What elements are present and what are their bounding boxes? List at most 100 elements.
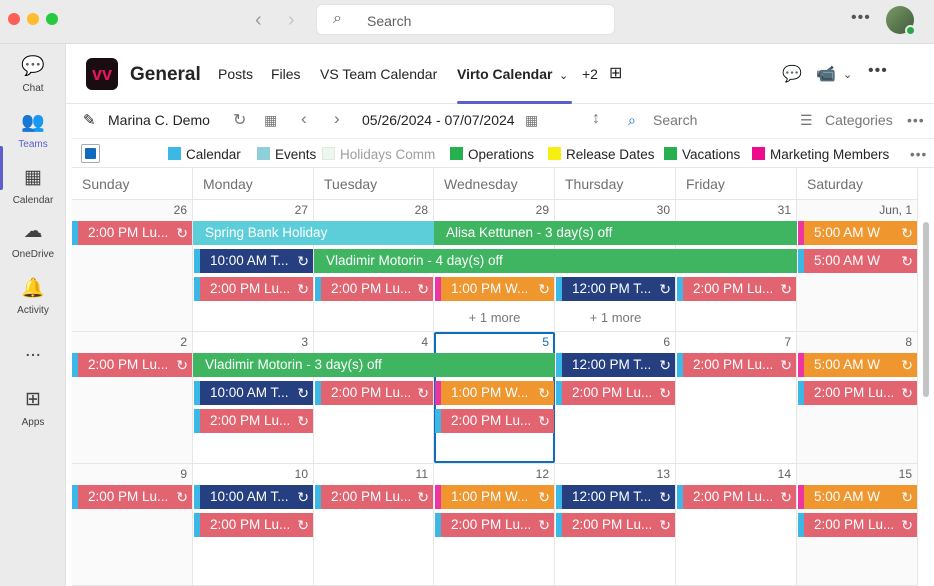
chevron-down-icon[interactable]: ⌄	[843, 69, 853, 81]
event-lunch[interactable]: 2:00 PM Lu... ↻	[677, 277, 796, 301]
event-webinar[interactable]: 1:00 PM W... ↻	[435, 485, 554, 509]
tab-virto-calendar[interactable]: Virto Calendar	[457, 66, 553, 82]
forward-icon[interactable]: ›	[288, 9, 295, 31]
more-options-icon[interactable]: •••	[868, 62, 888, 79]
event-lunch[interactable]: 2:00 PM Lu... ↻	[556, 513, 675, 537]
rail-item-calendar[interactable]: ▦ Calendar	[0, 166, 66, 208]
rail-item-apps[interactable]: ⊞ Apps	[0, 388, 66, 430]
day-cell[interactable]	[72, 200, 193, 332]
day-cell[interactable]	[193, 200, 314, 332]
event-vladimir-motorin-off[interactable]: Vladimir Motorin - 3 day(s) off	[193, 353, 555, 377]
categories-button[interactable]: Categories	[825, 112, 893, 128]
previous-period-icon[interactable]: ‹	[301, 109, 307, 128]
categories-icon[interactable]: ☰	[800, 112, 813, 128]
event-lunch[interactable]: 2:00 PM Lu... ↻	[72, 221, 192, 245]
legend-release-dates[interactable]: Release Dates	[548, 147, 655, 162]
event-lunch[interactable]: 2:00 PM Lu... ↻	[72, 485, 192, 509]
event-lunch[interactable]: 2:00 PM Lu... ↻	[677, 353, 796, 377]
rail-item-more[interactable]: ...	[0, 340, 66, 364]
event-lunch[interactable]: 2:00 PM Lu... ↻	[194, 409, 313, 433]
close-window-button[interactable]	[8, 13, 20, 25]
expand-vertical-icon[interactable]: ↕	[592, 110, 600, 127]
edit-icon[interactable]: ✎	[83, 112, 96, 129]
video-call-icon[interactable]: 📹	[816, 66, 836, 83]
zoom-window-button[interactable]	[46, 13, 58, 25]
event-spring-bank-holiday[interactable]: Spring Bank Holiday	[193, 221, 434, 245]
event-lunch[interactable]: 2:00 PM Lu... ↻	[435, 513, 554, 537]
day-cell[interactable]	[676, 332, 797, 464]
date-picker-icon[interactable]: ▦	[525, 112, 539, 128]
legend-events[interactable]: Events	[257, 147, 316, 162]
legend-calendar[interactable]: Calendar	[168, 147, 241, 162]
chevron-down-icon[interactable]: ⌄	[559, 70, 569, 82]
event-lunch[interactable]: 2:00 PM Lu... ↻	[435, 409, 554, 433]
add-tab-icon[interactable]: ⊞	[609, 65, 623, 82]
rail-item-activity[interactable]: 🔔 Activity	[0, 276, 66, 318]
event-title: 2:00 PM Lu...	[210, 413, 291, 428]
event-team-meeting[interactable]: 10:00 AM T... ↻	[194, 249, 313, 273]
next-period-icon[interactable]: ›	[334, 109, 340, 128]
event-team-meeting[interactable]: 10:00 AM T... ↻	[194, 485, 313, 509]
day-cell[interactable]	[314, 332, 434, 464]
legend-operations[interactable]: Operations	[450, 147, 534, 162]
event-lunch[interactable]: 2:00 PM Lu... ↻	[72, 353, 192, 377]
vertical-scrollbar[interactable]	[923, 222, 929, 397]
refresh-icon[interactable]: ↻	[233, 112, 247, 129]
rail-item-teams[interactable]: 👥 Teams	[0, 110, 66, 152]
event-webinar[interactable]: 5:00 AM W ↻	[798, 485, 917, 509]
more-events-link[interactable]: + 1 more	[468, 310, 521, 325]
event-team-meeting[interactable]: 12:00 PM T... ↻	[556, 485, 675, 509]
tab-posts[interactable]: Posts	[218, 66, 254, 82]
day-cell[interactable]	[555, 332, 676, 464]
select-all-checkbox[interactable]	[81, 144, 100, 163]
search-icon[interactable]: ⌕	[628, 112, 636, 128]
more-events-link[interactable]: + 1 more	[589, 310, 642, 325]
legend-vacations[interactable]: Vacations	[664, 147, 740, 162]
event-lunch[interactable]: 2:00 PM Lu... ↻	[556, 381, 675, 405]
event-lunch[interactable]: 2:00 PM Lu... ↻	[315, 485, 433, 509]
event-webinar[interactable]: 5:00 AM W ↻	[798, 353, 917, 377]
event-lunch[interactable]: 2:00 PM Lu... ↻	[194, 277, 313, 301]
event-webinar[interactable]: 5:00 AM W ↻	[798, 221, 917, 245]
minimize-window-button[interactable]	[27, 13, 39, 25]
event-alisa-kettunen-off[interactable]: Alisa Kettunen - 3 day(s) off	[434, 221, 797, 245]
date-range[interactable]: 05/26/2024 - 07/07/2024	[362, 112, 515, 128]
more-tabs[interactable]: +2	[582, 66, 598, 82]
more-options-icon[interactable]: •••	[910, 147, 928, 162]
day-cell[interactable]	[193, 332, 314, 464]
event-lunch[interactable]: 2:00 PM Lu... ↻	[315, 381, 433, 405]
event-webinar[interactable]: 1:00 PM W... ↻	[435, 277, 554, 301]
event-lunch[interactable]: 2:00 PM Lu... ↻	[194, 513, 313, 537]
event-vladimir-motorin-off[interactable]: Vladimir Motorin - 4 day(s) off	[314, 249, 797, 273]
legend-holidays-comm[interactable]: Holidays Comm	[322, 147, 435, 162]
legend-marketing-members[interactable]: Marketing Members	[752, 147, 889, 162]
event-lunch[interactable]: 2:00 PM Lu... ↻	[798, 381, 917, 405]
event-team-meeting[interactable]: 12:00 PM T... ↻	[556, 277, 675, 301]
rail-item-onedrive[interactable]: ☁ OneDrive	[0, 220, 66, 262]
today-icon[interactable]: ▦	[264, 112, 278, 128]
event-team-meeting[interactable]: 12:00 PM T... ↻	[556, 353, 675, 377]
event-lunch[interactable]: 2:00 PM Lu... ↻	[677, 485, 796, 509]
calendar-search-input[interactable]: Search	[653, 112, 698, 128]
event-lunch[interactable]: 5:00 AM W ↻	[798, 249, 917, 273]
day-cell[interactable]	[676, 464, 797, 586]
avatar[interactable]	[886, 6, 916, 36]
conversation-icon[interactable]: 💬	[782, 66, 802, 83]
recurring-icon: ↻	[176, 489, 188, 505]
event-lunch[interactable]: 2:00 PM Lu... ↻	[315, 277, 433, 301]
tab-vs-team-calendar[interactable]: VS Team Calendar	[320, 66, 438, 82]
user-selector[interactable]: Marina C. Demo	[108, 112, 210, 128]
day-cell[interactable]	[72, 464, 193, 586]
day-cell[interactable]	[72, 332, 193, 464]
more-options-icon[interactable]: •••	[851, 9, 871, 26]
event-team-meeting[interactable]: 10:00 AM T... ↻	[194, 381, 313, 405]
back-icon[interactable]: ‹	[255, 9, 262, 31]
event-lunch[interactable]: 2:00 PM Lu... ↻	[798, 513, 917, 537]
day-cell[interactable]	[314, 464, 434, 586]
recurring-icon: ↻	[780, 489, 792, 505]
event-webinar[interactable]: 1:00 PM W... ↻	[435, 381, 554, 405]
global-search-input[interactable]: ⌕ Search	[316, 4, 615, 35]
tab-files[interactable]: Files	[271, 66, 301, 82]
rail-item-chat[interactable]: 💬 Chat	[0, 54, 66, 96]
more-options-icon[interactable]: •••	[907, 112, 925, 128]
